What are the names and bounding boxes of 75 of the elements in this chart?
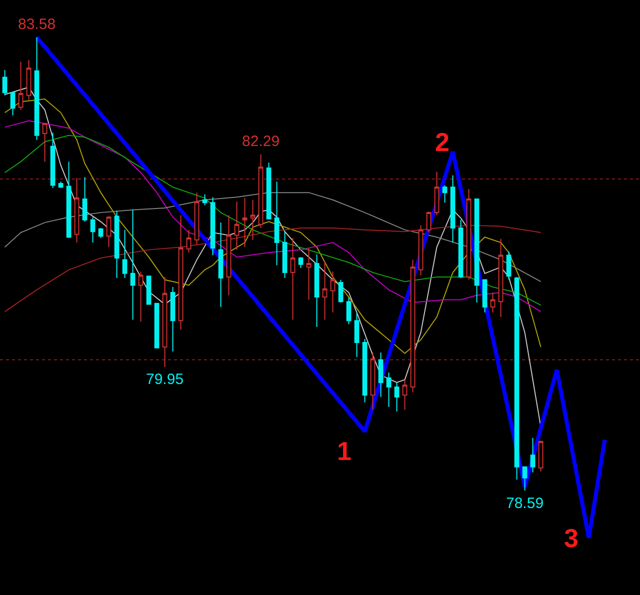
candlestick [146, 276, 152, 305]
candlestick [402, 379, 408, 410]
annotation: 1 [337, 436, 352, 466]
candlestick [498, 238, 504, 318]
candlestick [186, 229, 192, 254]
candlestick [242, 198, 248, 248]
candlestick [194, 192, 200, 245]
candlestick [274, 181, 280, 266]
candlestick [98, 228, 104, 238]
candlestick [466, 188, 472, 280]
candlestick [458, 219, 464, 278]
candlestick [538, 440, 544, 472]
candlestick [506, 251, 512, 280]
candlestick [2, 69, 8, 96]
candlestick [170, 286, 176, 352]
candlestick [18, 61, 24, 110]
candlestick [522, 466, 528, 492]
candlestick [250, 199, 256, 240]
candlestick [290, 238, 296, 320]
candlestick [410, 259, 416, 393]
candlestick [418, 224, 424, 276]
candlestick [346, 296, 352, 325]
candlestick [378, 352, 384, 398]
annotation: 3 [564, 523, 578, 553]
annotation: 79.95 [146, 371, 184, 388]
candlestick [394, 382, 400, 412]
candlestick [442, 184, 448, 204]
annotation: 78.59 [506, 495, 544, 512]
candlestick [482, 279, 488, 313]
candlestick [114, 210, 120, 278]
candlestick [10, 91, 16, 116]
candlestick [434, 171, 440, 216]
candlestick [354, 312, 360, 358]
candlestick [26, 59, 32, 100]
candlestick [66, 161, 72, 238]
candlestick [202, 194, 208, 206]
candlestick [362, 338, 368, 403]
candlestick [226, 214, 232, 296]
candlestick [42, 123, 48, 162]
candlestick [178, 214, 184, 330]
candlestick [450, 174, 456, 244]
candlestick [258, 154, 264, 229]
candlestick [50, 132, 56, 189]
candlestick [74, 178, 80, 244]
candlestick [210, 196, 216, 256]
candlestick [90, 216, 96, 244]
candlestick [154, 302, 160, 348]
candlestick [514, 276, 520, 480]
candlestick [322, 261, 328, 320]
candlestick [386, 372, 392, 408]
candlestick [266, 162, 272, 220]
annotation: 83.58 [18, 16, 56, 33]
candlestick [130, 209, 136, 320]
candlestick [490, 292, 496, 313]
candlestick [330, 271, 336, 313]
candlestick [530, 437, 536, 473]
candlestick [338, 279, 344, 303]
candlestick [138, 271, 144, 322]
candlestick [58, 181, 64, 189]
candlestick [162, 276, 168, 368]
candlestick [234, 201, 240, 250]
candlestick [370, 352, 376, 410]
candlestick [474, 198, 480, 303]
candlestick [298, 256, 304, 268]
candlestick [426, 211, 432, 234]
candlestick [306, 247, 312, 300]
candlestick [82, 176, 88, 222]
candlestick [34, 36, 40, 140]
candlestick [314, 254, 320, 328]
annotation: 2 [435, 127, 450, 157]
candlestick [122, 229, 128, 278]
candlestick [218, 222, 224, 308]
annotation: 82.29 [242, 133, 280, 150]
candlestick [282, 231, 288, 278]
candlestick [106, 216, 112, 248]
